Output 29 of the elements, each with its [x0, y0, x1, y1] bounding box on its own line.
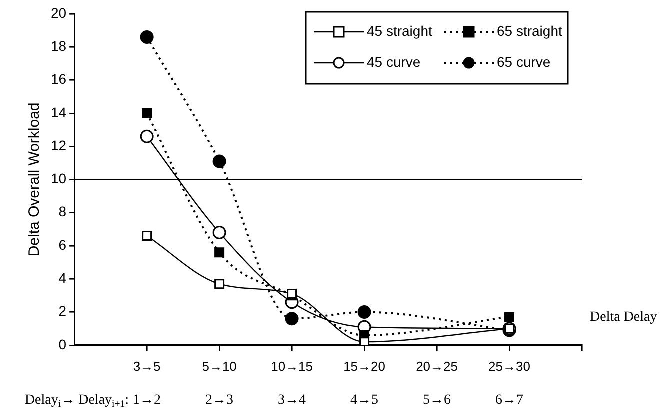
text: 4→5	[350, 393, 379, 408]
y-tick-label: 6	[58, 236, 67, 253]
y-tick-label: 12	[50, 137, 67, 154]
y-tick-label: 2	[58, 303, 67, 320]
legend-label: 65 straight	[497, 22, 562, 39]
text: 3→4	[278, 393, 306, 408]
y-tick-label: 4	[58, 270, 67, 286]
text: 1→2	[133, 393, 162, 408]
legend-label: 45 curve	[367, 54, 421, 70]
legend-label: 45 straight	[367, 22, 432, 39]
x-tick-label: 3→5	[133, 358, 161, 374]
text: 2→3	[206, 393, 234, 408]
legend-label: 65 curve	[497, 54, 551, 70]
x-axis-title: Delta Delay	[590, 310, 658, 326]
x-tick-label: 10→15	[271, 358, 313, 374]
y-tick-label: 8	[58, 204, 67, 220]
y-tick-label: 10	[50, 170, 67, 187]
y-axis-title: Delta Overall Workload	[26, 102, 44, 257]
y-tick-label: 20	[50, 4, 67, 21]
y-tick-label: 0	[58, 336, 67, 352]
text: 5→6	[423, 393, 452, 408]
x-tick-label: 20→25	[416, 358, 458, 374]
x-tick-label: 15→20	[344, 358, 386, 374]
y-tick-label: 18	[50, 38, 67, 54]
text: 6→7	[496, 393, 524, 408]
x-tick-label: 5→10	[202, 358, 237, 374]
x-tick-label: 25→30	[488, 358, 530, 374]
y-tick-label: 16	[50, 71, 67, 88]
y-tick-label: 14	[50, 104, 67, 120]
